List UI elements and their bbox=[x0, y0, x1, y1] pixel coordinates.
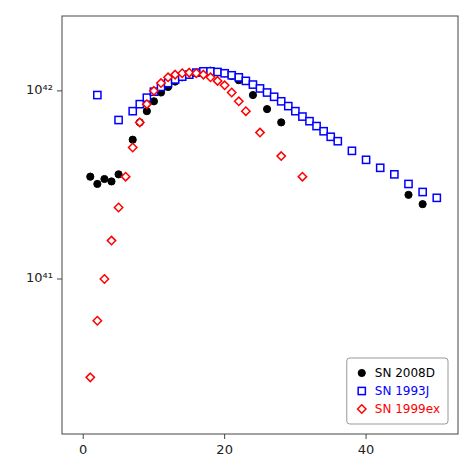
legend-symbol bbox=[358, 369, 365, 376]
x-tick bbox=[366, 434, 367, 439]
legend-label: SN 1993J bbox=[375, 384, 430, 398]
point bbox=[228, 72, 235, 79]
point bbox=[271, 93, 278, 100]
plot-frame bbox=[62, 16, 458, 434]
point bbox=[94, 180, 101, 187]
point bbox=[171, 70, 179, 78]
legend-label: SN 1999ex bbox=[375, 402, 440, 416]
point bbox=[114, 203, 122, 211]
legend-symbol bbox=[358, 387, 365, 394]
y-tick bbox=[57, 90, 62, 91]
point bbox=[327, 133, 334, 140]
legend-label: SN 2008D bbox=[375, 366, 435, 380]
data-area bbox=[86, 67, 440, 381]
series bbox=[86, 68, 307, 381]
point bbox=[277, 152, 285, 160]
point bbox=[214, 68, 221, 75]
point bbox=[419, 201, 426, 208]
y-tick-label: 10⁴¹ bbox=[26, 270, 53, 285]
point bbox=[221, 70, 228, 77]
point bbox=[93, 317, 101, 325]
point bbox=[256, 85, 263, 92]
point bbox=[278, 98, 285, 105]
x-tick-label: 40 bbox=[358, 442, 375, 457]
point bbox=[235, 97, 243, 105]
point bbox=[136, 119, 143, 126]
point bbox=[263, 89, 270, 96]
x-tick-label: 0 bbox=[79, 442, 87, 457]
series bbox=[94, 68, 441, 202]
point bbox=[263, 105, 270, 112]
legend-symbol bbox=[358, 405, 366, 413]
point bbox=[377, 164, 384, 171]
point bbox=[242, 107, 250, 115]
y-tick-label: 10⁴² bbox=[26, 82, 53, 97]
point bbox=[292, 108, 299, 115]
legend-box bbox=[347, 358, 448, 424]
point bbox=[228, 88, 236, 96]
point bbox=[115, 116, 122, 123]
point bbox=[334, 138, 341, 145]
point bbox=[306, 118, 313, 125]
point bbox=[157, 79, 165, 87]
point bbox=[220, 81, 228, 89]
point bbox=[228, 72, 235, 79]
point bbox=[405, 191, 412, 198]
point bbox=[129, 143, 137, 151]
x-tick bbox=[83, 434, 84, 439]
point bbox=[121, 172, 129, 180]
point bbox=[86, 373, 94, 381]
point bbox=[298, 172, 306, 180]
series bbox=[87, 67, 427, 208]
point bbox=[107, 236, 115, 244]
point bbox=[100, 275, 108, 283]
point bbox=[235, 74, 242, 81]
legend: SN 2008D SN 1993J SN 1999ex bbox=[347, 358, 448, 424]
x-tick-label: 20 bbox=[216, 442, 233, 457]
point bbox=[285, 102, 292, 109]
point bbox=[108, 178, 115, 185]
y-tick bbox=[57, 278, 62, 279]
point bbox=[221, 70, 228, 77]
point bbox=[299, 113, 306, 120]
chart: 0 20 40 10⁴¹ 10⁴² SN 2008D SN 1993J SN 1999ex bbox=[0, 0, 474, 474]
point bbox=[249, 81, 256, 88]
x-tick bbox=[224, 434, 225, 439]
point bbox=[129, 108, 136, 115]
point bbox=[94, 91, 101, 98]
point bbox=[242, 77, 249, 84]
point bbox=[143, 100, 151, 108]
point bbox=[192, 69, 200, 77]
point bbox=[129, 136, 136, 143]
point bbox=[249, 91, 256, 98]
point bbox=[348, 147, 355, 154]
point bbox=[405, 180, 412, 187]
point bbox=[213, 77, 221, 85]
point bbox=[214, 68, 221, 75]
point bbox=[136, 118, 144, 126]
point bbox=[419, 188, 426, 195]
point bbox=[278, 119, 285, 126]
point bbox=[433, 194, 440, 201]
point bbox=[87, 173, 94, 180]
point bbox=[362, 156, 369, 163]
point bbox=[313, 122, 320, 129]
point bbox=[256, 128, 264, 136]
point bbox=[101, 175, 108, 182]
point bbox=[320, 128, 327, 135]
point bbox=[150, 87, 158, 95]
point bbox=[391, 171, 398, 178]
